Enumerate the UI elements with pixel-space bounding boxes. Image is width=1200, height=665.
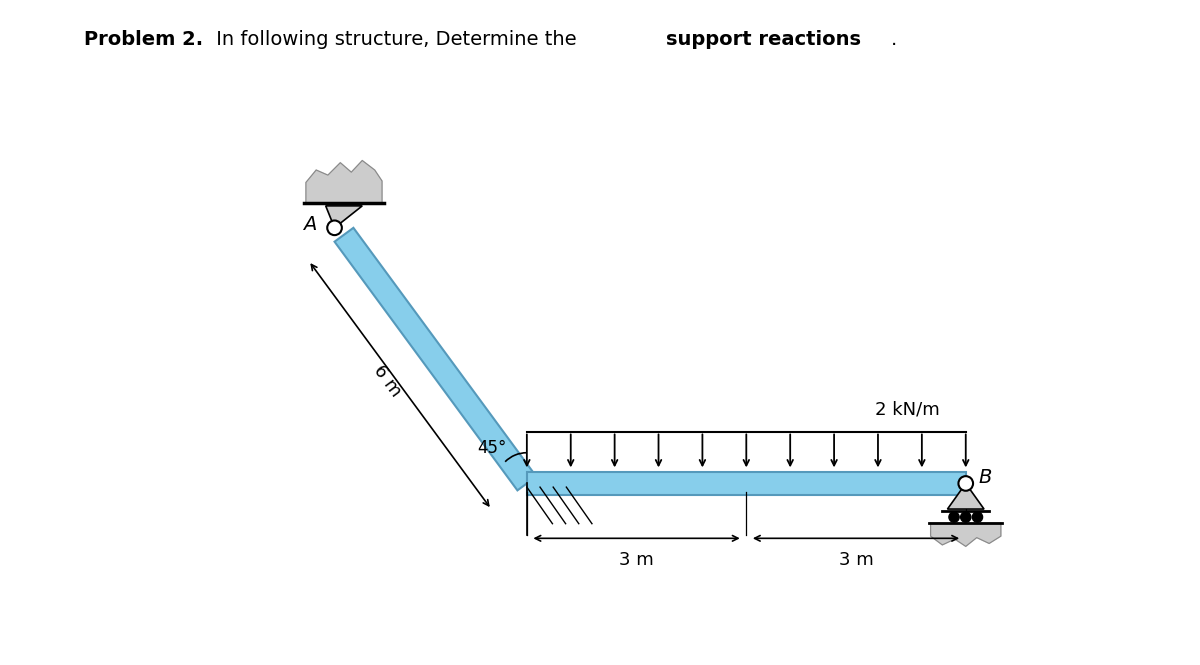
Circle shape <box>328 221 342 235</box>
Text: Problem 2.: Problem 2. <box>84 30 203 49</box>
Circle shape <box>972 512 983 522</box>
Text: 2 kN/m: 2 kN/m <box>875 400 940 418</box>
Text: .: . <box>890 30 896 49</box>
Text: support reactions: support reactions <box>666 30 862 49</box>
Polygon shape <box>527 471 966 495</box>
Polygon shape <box>306 160 382 203</box>
Circle shape <box>959 476 973 491</box>
Polygon shape <box>931 523 1001 547</box>
Text: 3 m: 3 m <box>839 551 874 569</box>
Polygon shape <box>325 206 362 228</box>
Text: In following structure, Determine the: In following structure, Determine the <box>210 30 583 49</box>
Text: B: B <box>979 468 992 487</box>
Polygon shape <box>948 483 984 509</box>
Text: 45°: 45° <box>478 440 506 458</box>
Circle shape <box>961 512 971 522</box>
Circle shape <box>949 512 959 522</box>
Polygon shape <box>335 228 536 490</box>
Text: A: A <box>302 215 316 233</box>
Text: 3 m: 3 m <box>619 551 654 569</box>
Text: 6 m: 6 m <box>370 362 404 401</box>
